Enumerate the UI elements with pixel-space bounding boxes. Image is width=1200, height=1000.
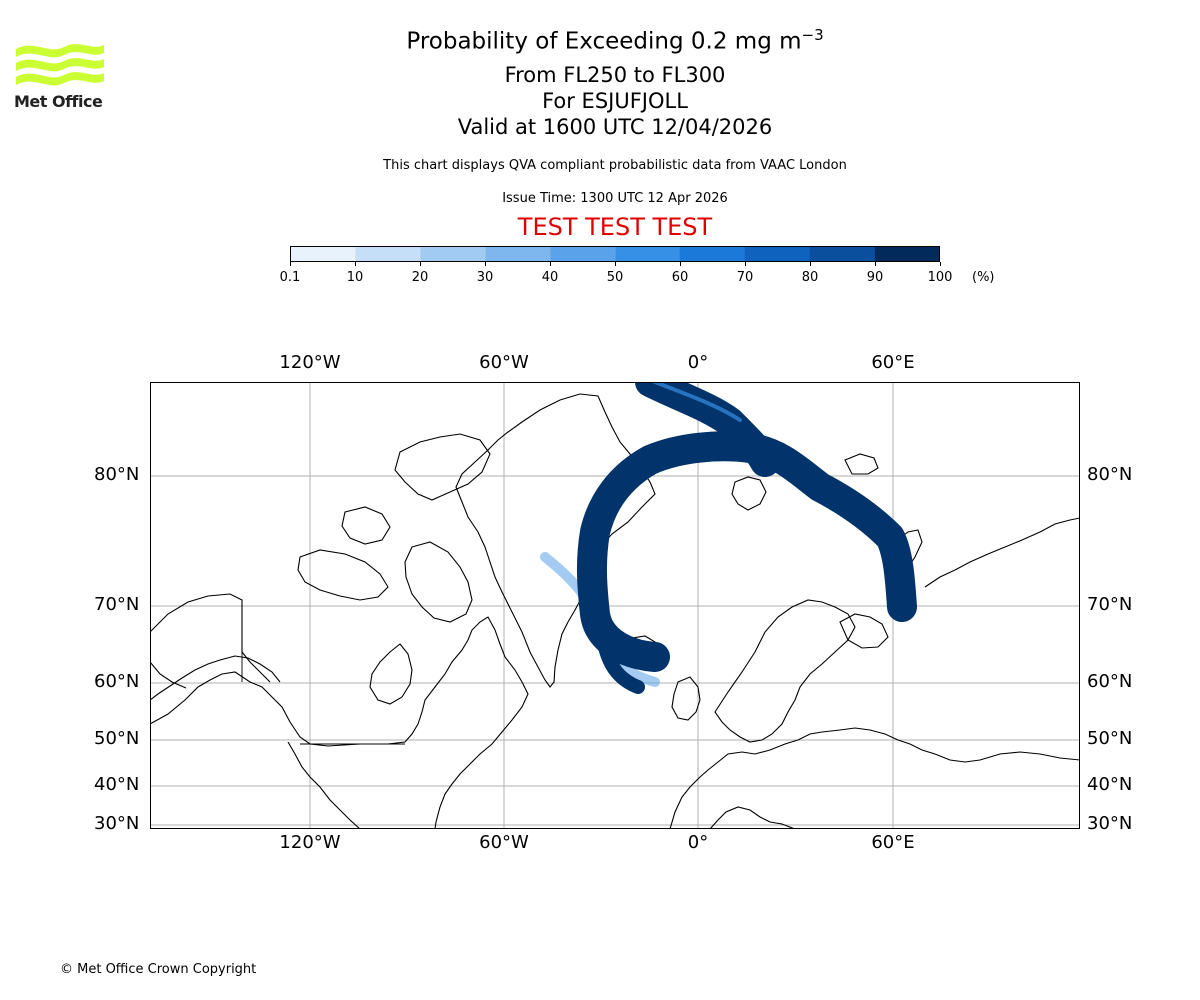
- logo-text: Met Office: [14, 92, 103, 111]
- coast-svalbard: [731, 476, 767, 511]
- colorbar-tick-label: 0.1: [279, 270, 301, 285]
- longitude-label: 0°: [687, 352, 709, 373]
- colorbar-tick-label: 90: [866, 270, 884, 285]
- latitude-label: 40°N: [1087, 774, 1133, 795]
- coast-siberia: [924, 517, 1080, 588]
- longitude-label: 120°W: [279, 832, 341, 853]
- coast-scandinavia: [714, 599, 856, 743]
- latitude-label: 70°N: [1087, 594, 1133, 615]
- flight-level-range: From FL250 to FL300: [504, 63, 726, 87]
- map-panel: [150, 382, 1080, 829]
- latitude-label: 40°N: [94, 774, 140, 795]
- colorbar-tick-mark: [745, 262, 746, 266]
- colorbar-tick-label: 100: [927, 270, 953, 285]
- colorbar-tick-label: 50: [606, 270, 624, 285]
- coast-hudson-bay: [369, 643, 413, 705]
- coast-baffin: [404, 541, 473, 623]
- coast-uk: [671, 676, 701, 721]
- latitude-label: 70°N: [94, 594, 140, 615]
- plume-branch-north: [635, 382, 780, 477]
- colorbar-segment: [745, 247, 811, 261]
- coast-ellesmere: [394, 433, 491, 501]
- map-frame: [150, 382, 1080, 829]
- latitude-label: 30°N: [94, 813, 140, 834]
- coast-greenland: [455, 393, 656, 688]
- colorbar-segment: [550, 247, 616, 261]
- data-note: This chart displays QVA compliant probab…: [383, 158, 847, 173]
- coast-alaska: [150, 593, 271, 689]
- latitude-label: 30°N: [1087, 813, 1133, 834]
- copyright: © Met Office Crown Copyright: [60, 962, 257, 977]
- plume-main: [576, 431, 917, 672]
- colorbar-tick-mark: [290, 262, 291, 266]
- colorbar-segment: [615, 247, 681, 261]
- colorbar-tick-label: 80: [801, 270, 819, 285]
- longitude-label: 0°: [687, 832, 709, 853]
- latitude-label: 50°N: [94, 728, 140, 749]
- colorbar-tick-mark: [485, 262, 486, 266]
- colorbar-tick-label: 10: [346, 270, 364, 285]
- plume-fringe-north: [653, 382, 742, 422]
- colorbar-tick-label: 30: [476, 270, 494, 285]
- colorbar-unit: (%): [972, 270, 995, 285]
- colorbar-segment: [485, 247, 551, 261]
- longitude-label: 60°E: [871, 352, 915, 373]
- colorbar-segment: [355, 247, 421, 261]
- map-gridlines: [150, 382, 1080, 829]
- colorbar: [290, 246, 940, 262]
- volcano-name: For ESJUFJOLL: [542, 89, 688, 113]
- longitude-label: 60°W: [479, 832, 529, 853]
- colorbar-tick-mark: [940, 262, 941, 266]
- colorbar-tick-mark: [810, 262, 811, 266]
- coast-europe: [669, 727, 1080, 829]
- colorbar-segment: [875, 247, 940, 261]
- latitude-label: 60°N: [94, 671, 140, 692]
- border-canada-us: [241, 600, 405, 745]
- test-banner: TEST TEST TEST: [517, 213, 713, 241]
- issue-time: Issue Time: 1300 UTC 12 Apr 2026: [502, 191, 728, 206]
- colorbar-tick-mark: [680, 262, 681, 266]
- latitude-label: 50°N: [1087, 728, 1133, 749]
- colorbar-segment: [680, 247, 746, 261]
- latitude-label: 80°N: [1087, 464, 1133, 485]
- colorbar-segment: [291, 247, 356, 261]
- colorbar-tick-label: 70: [736, 270, 754, 285]
- coast-franz-josef: [844, 453, 879, 475]
- colorbar-segment: [420, 247, 486, 261]
- colorbar-tick-mark: [420, 262, 421, 266]
- chart-title: Probability of Exceeding 0.2 mg m−3: [406, 26, 824, 55]
- colorbar-tick-mark: [875, 262, 876, 266]
- longitude-label: 60°W: [479, 352, 529, 373]
- colorbar-tick-mark: [355, 262, 356, 266]
- longitude-label: 60°E: [871, 832, 915, 853]
- colorbar-segment: [810, 247, 876, 261]
- longitude-label: 120°W: [279, 352, 341, 373]
- valid-time: Valid at 1600 UTC 12/04/2026: [457, 115, 773, 139]
- coast-arctic-islands: [297, 549, 389, 601]
- colorbar-tick-label: 20: [411, 270, 429, 285]
- coastlines: [150, 393, 1080, 829]
- colorbar-tick-mark: [615, 262, 616, 266]
- plume-south-lobe: [598, 640, 645, 694]
- coast-north-america: [150, 616, 529, 829]
- ash-plume: [540, 382, 917, 694]
- colorbar-tick-label: 60: [671, 270, 689, 285]
- colorbar-tick-label: 40: [541, 270, 559, 285]
- latitude-label: 60°N: [1087, 671, 1133, 692]
- latitude-label: 80°N: [94, 464, 140, 485]
- coast-victoria-island: [341, 506, 391, 545]
- colorbar-tick-mark: [550, 262, 551, 266]
- met-office-logo: [16, 44, 104, 86]
- coast-kola: [839, 613, 889, 649]
